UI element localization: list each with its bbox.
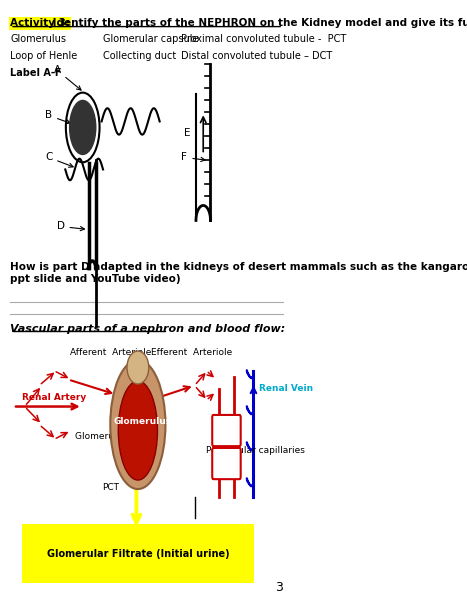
Text: Vascular parts of a nephron and blood flow:: Vascular parts of a nephron and blood fl…	[10, 324, 285, 333]
Text: PCT: PCT	[102, 483, 119, 492]
Circle shape	[70, 101, 96, 154]
Text: Renal Artery: Renal Artery	[22, 393, 86, 402]
Ellipse shape	[127, 351, 149, 384]
Text: Glomerular capsule: Glomerular capsule	[103, 34, 198, 45]
Text: B: B	[45, 110, 70, 124]
Text: A: A	[54, 65, 81, 90]
Text: C: C	[45, 153, 73, 167]
Text: E: E	[184, 128, 191, 139]
Text: Label A-F: Label A-F	[10, 68, 62, 78]
Text: Loop of Henle: Loop of Henle	[10, 51, 78, 62]
Text: Glomerular Filtrate (Initial urine): Glomerular Filtrate (Initial urine)	[47, 549, 229, 558]
FancyBboxPatch shape	[212, 448, 241, 479]
Text: D: D	[57, 221, 85, 232]
Text: Identify the parts of the NEPHRON on the Kidney model and give its function:: Identify the parts of the NEPHRON on the…	[50, 18, 467, 28]
Ellipse shape	[110, 360, 165, 489]
Text: Renal Vein: Renal Vein	[259, 384, 313, 393]
Text: 3: 3	[275, 581, 283, 595]
Ellipse shape	[118, 381, 157, 480]
Text: Afferent  Arteriole: Afferent Arteriole	[70, 348, 151, 357]
Text: Collecting duct: Collecting duct	[103, 51, 176, 62]
FancyArrowPatch shape	[247, 406, 252, 414]
Text: Glomerulus: Glomerulus	[113, 417, 171, 426]
Text: How is part D adapted in the kidneys of desert mammals such as the kangaroo rat?: How is part D adapted in the kidneys of …	[10, 262, 467, 284]
Text: F: F	[182, 153, 205, 162]
Text: Glomerulus: Glomerulus	[10, 34, 66, 45]
Text: Distal convoluted tubule – DCT: Distal convoluted tubule – DCT	[182, 51, 333, 62]
Text: Activity 3:: Activity 3:	[10, 18, 70, 28]
FancyArrowPatch shape	[247, 443, 252, 450]
FancyBboxPatch shape	[212, 415, 241, 446]
Text: Peritubular capillaries: Peritubular capillaries	[206, 446, 305, 455]
FancyArrowPatch shape	[247, 478, 252, 486]
Text: Proximal convoluted tubule -  PCT: Proximal convoluted tubule - PCT	[182, 34, 347, 45]
FancyArrowPatch shape	[247, 370, 252, 378]
Text: Efferent  Arteriole: Efferent Arteriole	[151, 348, 232, 357]
Text: Glomerular Capsule: Glomerular Capsule	[76, 432, 165, 441]
